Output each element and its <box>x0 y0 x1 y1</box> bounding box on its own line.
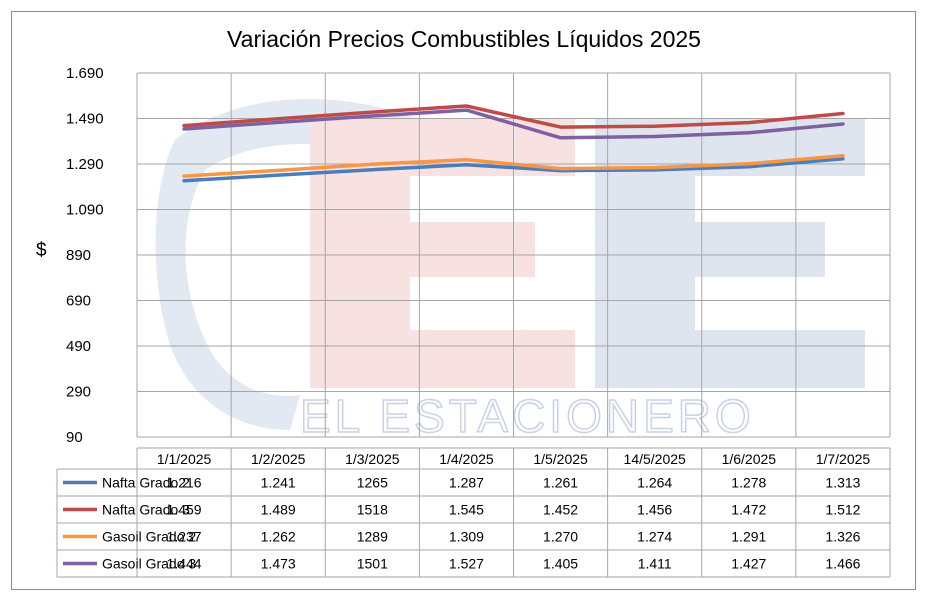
data-point <box>276 117 280 121</box>
y-axis-ticks: 1.690 1.490 1.290 1.090 890 690 490 290 90 <box>66 65 104 446</box>
data-point <box>747 131 751 135</box>
y-tick-label: 490 <box>66 338 91 355</box>
data-label: 1.278 <box>731 475 766 491</box>
legend-label: Gasoil Grado 2 <box>102 529 196 545</box>
data-point <box>276 173 280 177</box>
x-tick-label: 1/5/2025 <box>533 451 588 467</box>
series-line <box>182 104 845 129</box>
data-point <box>841 122 845 126</box>
data-point <box>653 124 657 128</box>
data-label: 1.262 <box>261 529 296 545</box>
data-label: 1.452 <box>543 502 578 518</box>
data-label: 1.473 <box>261 556 296 572</box>
data-label: 1.237 <box>167 529 202 545</box>
x-tick-label: 1/2/2025 <box>251 451 306 467</box>
x-tick-label: 1/6/2025 <box>722 451 777 467</box>
data-label: 1.309 <box>449 529 484 545</box>
data-point <box>747 121 751 125</box>
data-label: 1.489 <box>261 502 296 518</box>
data-label: 1.216 <box>167 475 202 491</box>
y-tick-label: 1.090 <box>66 202 104 219</box>
data-label: 1.405 <box>543 556 578 572</box>
y-tick-label: 1.490 <box>66 111 104 128</box>
data-label: 1.456 <box>637 502 672 518</box>
data-label: 1.291 <box>731 529 766 545</box>
watermark-text: EL ESTACIONERO <box>300 390 755 442</box>
data-label: 1.287 <box>449 475 484 491</box>
data-point <box>370 114 374 118</box>
plot-grid <box>136 72 891 438</box>
legend-label: Nafta Grado 3 <box>102 502 190 518</box>
legend-label: Gasoil Grado 3 <box>102 556 196 572</box>
data-label: 1.466 <box>825 556 860 572</box>
data-point <box>747 165 751 169</box>
data-label: 1.261 <box>543 475 578 491</box>
data-label: 1.313 <box>825 475 860 491</box>
data-table: 1/1/2025 1/2/2025 1/3/2025 1/4/2025 1/5/2025… <box>56 447 891 578</box>
data-point <box>276 120 280 124</box>
data-label: 1.326 <box>825 529 860 545</box>
watermark-logo: EL ESTACIONERO <box>155 98 865 443</box>
chart-title: Variación Precios Combustibles Líquidos … <box>227 26 701 52</box>
data-point <box>559 136 563 140</box>
x-tick-label: 1/3/2025 <box>345 451 400 467</box>
data-point <box>464 108 468 112</box>
data-point <box>182 179 186 183</box>
data-label: 1518 <box>357 502 388 518</box>
y-tick-label: 90 <box>66 429 83 446</box>
series-line <box>182 157 845 183</box>
data-label: 1265 <box>357 475 388 491</box>
y-tick-label: 690 <box>66 293 91 310</box>
data-point <box>841 111 845 115</box>
series-line <box>182 108 845 140</box>
data-point <box>559 125 563 129</box>
y-axis-label: $ <box>36 240 47 261</box>
data-point <box>653 166 657 170</box>
data-label: 1.241 <box>261 475 296 491</box>
y-tick-label: 890 <box>66 247 91 264</box>
data-point <box>464 163 468 167</box>
data-label: 1.264 <box>637 475 672 491</box>
data-point <box>182 127 186 131</box>
x-tick-label: 1/4/2025 <box>439 451 494 467</box>
data-point <box>841 157 845 161</box>
series-line <box>182 154 845 178</box>
data-point <box>841 154 845 158</box>
data-label: 1.444 <box>167 556 202 572</box>
y-tick-label: 1.290 <box>66 156 104 173</box>
data-point <box>182 174 186 178</box>
data-label: 1.427 <box>731 556 766 572</box>
data-label: 1.545 <box>449 502 484 518</box>
data-point <box>370 168 374 172</box>
data-label: 1.472 <box>731 502 766 518</box>
data-label: 1.527 <box>449 556 484 572</box>
data-point <box>464 158 468 162</box>
data-label: 1.512 <box>825 502 860 518</box>
data-label: 1.274 <box>637 529 672 545</box>
data-point <box>464 104 468 108</box>
data-point <box>182 124 186 128</box>
data-label: 1.459 <box>167 502 202 518</box>
data-point <box>370 110 374 114</box>
x-tick-label: 1/1/2025 <box>157 451 212 467</box>
data-point <box>276 168 280 172</box>
data-point <box>747 162 751 166</box>
y-tick-label: 290 <box>66 384 91 401</box>
data-label: 1.270 <box>543 529 578 545</box>
data-label: 1501 <box>357 556 388 572</box>
x-tick-label: 14/5/2025 <box>624 451 686 467</box>
data-label: 1.411 <box>638 556 672 572</box>
x-tick-label: 1/7/2025 <box>816 451 871 467</box>
data-point <box>559 167 563 171</box>
y-tick-label: 1.690 <box>66 65 104 82</box>
data-point <box>370 162 374 166</box>
series-lines <box>182 104 845 183</box>
data-label: 1289 <box>357 529 388 545</box>
legend-label: Nafta Grado 2 <box>102 475 190 491</box>
data-point <box>653 134 657 138</box>
